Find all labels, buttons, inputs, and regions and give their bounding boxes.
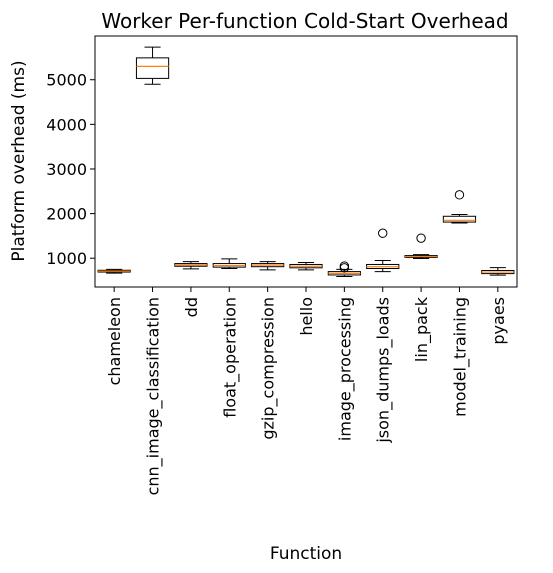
box-iqr <box>135 57 170 79</box>
box-chameleon <box>97 268 131 274</box>
box-model_training <box>442 190 477 224</box>
box-lin_pack <box>404 233 438 259</box>
box-float_operation <box>212 258 246 269</box>
outlier-point <box>454 190 465 200</box>
box-gzip_compression <box>251 261 285 271</box>
outlier-point <box>378 228 388 238</box>
y-tick-label: 3000 <box>46 160 87 179</box>
box-dd <box>174 261 208 270</box>
x-axis-ticks: chameleon cnn_image_classification dd float… <box>105 287 508 495</box>
outlier-point <box>339 261 350 271</box>
x-axis-label: Function <box>270 544 342 564</box>
y-axis-ticks: 1000 2000 3000 4000 5000 <box>46 71 95 268</box>
y-tick-label: 5000 <box>46 71 87 90</box>
plot-frame <box>94 35 518 288</box>
outlier-point <box>416 233 426 243</box>
box-hello <box>289 261 323 271</box>
x-tick-label: image_processing <box>335 297 355 441</box>
x-tick-label: lin_pack <box>412 296 432 362</box>
x-tick-label: float_operation <box>220 297 240 418</box>
box-image_processing <box>327 261 361 278</box>
x-tick-label: dd <box>182 297 201 317</box>
chart-title: Worker Per-function Cold-Start Overhead <box>101 9 508 33</box>
y-axis-label: Platform overhead (ms) <box>9 60 29 261</box>
box-json_dumps_loads <box>366 228 400 273</box>
x-tick-label: gzip_compression <box>259 297 279 440</box>
x-tick-label: chameleon <box>105 297 124 385</box>
x-tick-label: model_training <box>450 297 470 417</box>
y-tick-label: 2000 <box>46 205 87 224</box>
x-tick-label: pyaes <box>489 297 508 345</box>
box-pyaes <box>481 267 515 276</box>
y-tick-label: 4000 <box>46 115 87 134</box>
box-series <box>97 46 515 278</box>
box-cnn_image_classification <box>135 46 170 85</box>
x-tick-label: hello <box>297 297 316 336</box>
x-tick-label: json_dumps_loads <box>374 297 394 444</box>
x-tick-label: cnn_image_classification <box>144 297 164 495</box>
box-iqr <box>442 215 477 223</box>
y-tick-label: 1000 <box>46 249 87 268</box>
